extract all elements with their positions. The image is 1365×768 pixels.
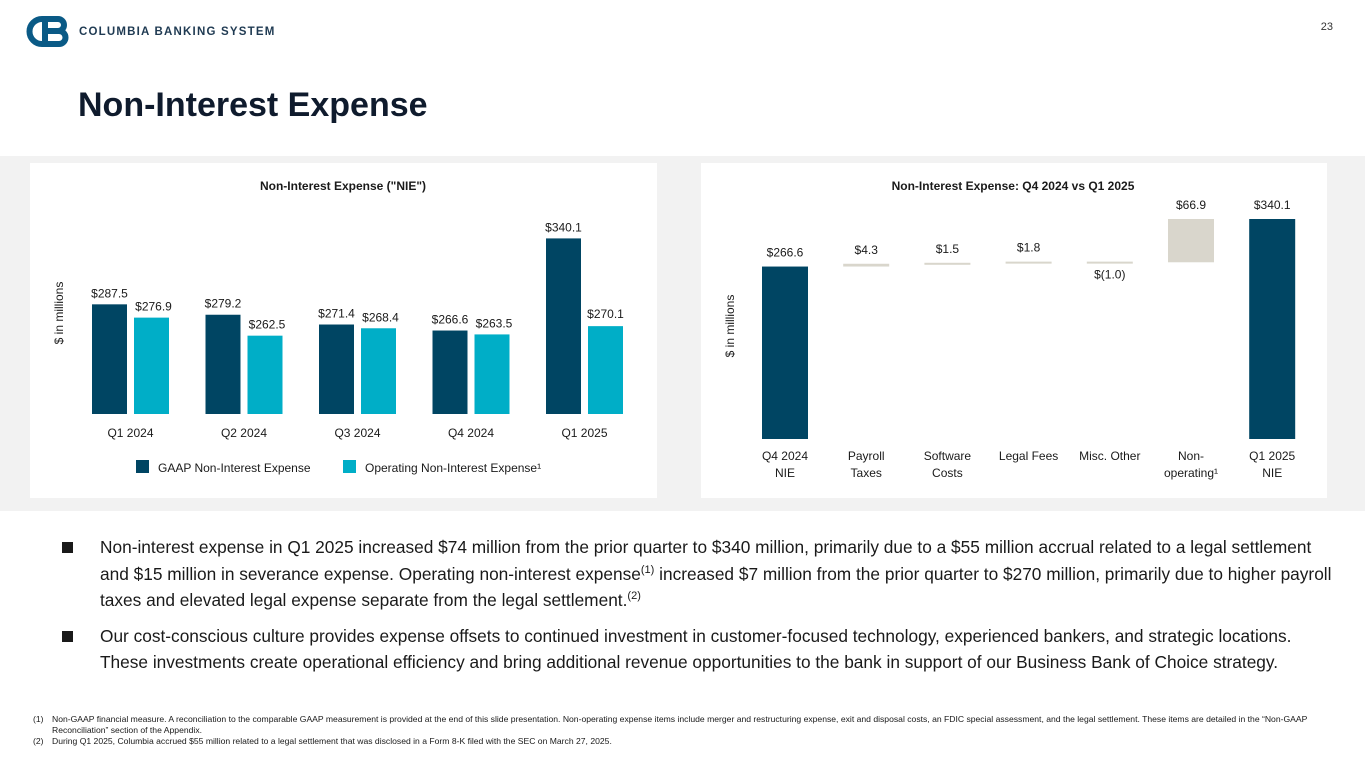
data-label: $268.4: [362, 310, 399, 324]
waterfall-total-bar: [762, 266, 808, 439]
waterfall-delta-bar: [924, 262, 971, 265]
footnote-number: (1): [33, 714, 44, 724]
footnote-number: (2): [33, 736, 44, 746]
x-tick-label: Q2 2024: [221, 426, 267, 440]
x-tick-label: Q4 2024: [448, 426, 494, 440]
square-bullet-icon: [62, 630, 73, 642]
chart-title: Non-Interest Expense: Q4 2024 vs Q1 2025: [892, 179, 1135, 193]
waterfall-delta-bar: [1086, 261, 1133, 264]
footnote: (1) Non-GAAP financial measure. A reconc…: [33, 714, 1323, 736]
data-label: $270.1: [587, 307, 624, 321]
bullet-list: Non-interest expense in Q1 2025 increase…: [62, 534, 1342, 685]
y-axis-label: $ in millions: [723, 295, 737, 358]
x-tick-label: Software: [924, 449, 972, 463]
data-label: $4.3: [855, 243, 879, 257]
bar-operating: [361, 328, 396, 414]
x-tick-label: Q1 2024: [107, 426, 153, 440]
nie-chart-panel: Non-Interest Expense ("NIE") $ in million…: [30, 163, 657, 498]
data-label: $263.5: [476, 316, 513, 330]
data-label: $340.1: [1254, 198, 1291, 212]
bar-gaap: [92, 304, 127, 414]
x-tick-label: Taxes: [851, 466, 882, 480]
page-title: Non-Interest Expense: [78, 86, 428, 124]
data-label: $1.5: [936, 242, 960, 256]
data-label: $1.8: [1017, 241, 1041, 255]
data-label: $266.6: [432, 313, 469, 327]
legend-swatch: [343, 460, 356, 473]
x-tick-label: NIE: [1262, 466, 1282, 480]
bar-operating: [474, 334, 510, 414]
x-tick-label: Misc. Other: [1079, 449, 1140, 463]
data-label: $266.6: [767, 246, 804, 260]
nie-waterfall-chart: Non-Interest Expense: Q4 2024 vs Q1 2025…: [723, 179, 1296, 480]
logo-text: COLUMBIA BANKING SYSTEM: [79, 25, 276, 38]
chart-title: Non-Interest Expense ("NIE"): [260, 179, 426, 193]
data-label: $(1.0): [1094, 267, 1125, 281]
footnote-text: Non-GAAP financial measure. A reconcilia…: [52, 714, 1308, 735]
bullet-item: Our cost-conscious culture provides expe…: [62, 623, 1342, 676]
bullet-text: Non-interest expense in Q1 2025 increase…: [100, 537, 1312, 584]
x-tick-label: operating¹: [1164, 466, 1218, 480]
x-tick-label: Non-: [1178, 449, 1204, 463]
waterfall-total-bar: [1249, 219, 1296, 439]
nie-waterfall-panel: Non-Interest Expense: Q4 2024 vs Q1 2025…: [701, 163, 1327, 498]
bar-operating: [134, 317, 169, 414]
bar-operating: [588, 326, 623, 414]
waterfall-delta-bar: [1168, 219, 1214, 263]
data-label: $262.5: [249, 318, 286, 332]
square-bullet-icon: [62, 542, 73, 553]
data-label: $287.5: [91, 286, 128, 300]
bar-gaap: [205, 314, 241, 414]
waterfall-delta-bar: [1005, 261, 1052, 264]
bullet-text: Our cost-conscious culture provides expe…: [100, 625, 1292, 673]
bar-gaap: [546, 238, 581, 414]
footnote-text: During Q1 2025, Columbia accrued $55 mil…: [52, 736, 612, 746]
data-label: $271.4: [318, 307, 355, 321]
bar-operating: [247, 335, 283, 414]
footnote-ref: (2): [627, 590, 641, 602]
cb-logo-icon: [26, 16, 69, 47]
data-label: $340.1: [545, 220, 582, 234]
company-logo: COLUMBIA BANKING SYSTEM: [25, 16, 275, 47]
x-tick-label: Q1 2025: [561, 426, 607, 440]
x-tick-label: Q4 2024: [762, 449, 808, 463]
legend-swatch: [136, 460, 149, 473]
x-tick-label: Payroll: [848, 449, 885, 463]
legend-label: GAAP Non-Interest Expense: [158, 461, 311, 475]
footnotes: (1) Non-GAAP financial measure. A reconc…: [33, 714, 1323, 747]
bullet-text: increased $7 million from the prior quar…: [100, 563, 1332, 611]
x-tick-label: Costs: [932, 466, 963, 480]
data-label: $279.2: [205, 297, 242, 311]
footnote-ref: (1): [640, 563, 655, 576]
page-number: 23: [1320, 21, 1333, 33]
data-label: $276.9: [135, 300, 172, 314]
footnote: (2) During Q1 2025, Columbia accrued $55…: [33, 736, 1323, 747]
bar-gaap: [432, 330, 468, 414]
nie-grouped-bar-chart: Non-Interest Expense ("NIE") $ in million…: [52, 179, 624, 475]
x-tick-label: NIE: [775, 466, 795, 480]
data-label: $66.9: [1176, 198, 1206, 212]
bullet-item: Non-interest expense in Q1 2025 increase…: [62, 534, 1342, 614]
y-axis-label: $ in millions: [52, 282, 66, 345]
x-tick-label: Legal Fees: [999, 449, 1058, 463]
x-tick-label: Q3 2024: [334, 426, 380, 440]
x-tick-label: Q1 2025: [1249, 449, 1295, 463]
waterfall-delta-bar: [843, 263, 890, 267]
bar-gaap: [319, 324, 354, 414]
legend-label: Operating Non-Interest Expense¹: [365, 461, 541, 475]
